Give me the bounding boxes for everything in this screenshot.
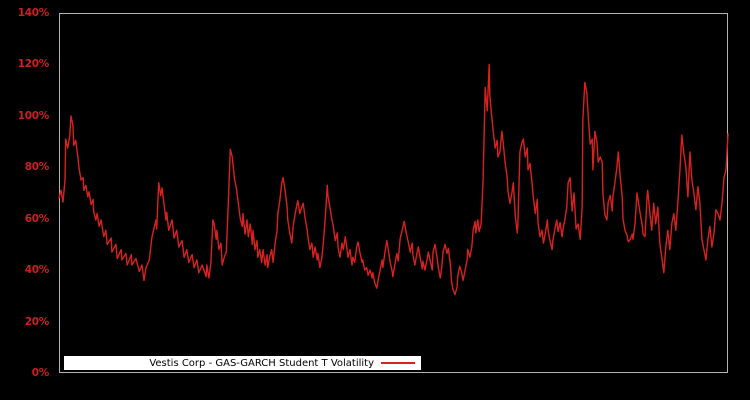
legend-line-icon bbox=[381, 362, 415, 364]
y-tick-label: 100% bbox=[17, 109, 50, 122]
volatility-line bbox=[58, 63, 729, 296]
y-tick-label: 140% bbox=[17, 7, 50, 19]
legend-box: Vestis Corp - GAS-GARCH Student T Volati… bbox=[64, 356, 421, 370]
y-tick-label: 40% bbox=[24, 264, 50, 277]
y-tick-label: 20% bbox=[24, 315, 50, 328]
y-tick-label: 0% bbox=[31, 367, 50, 379]
y-tick-label: 80% bbox=[24, 161, 50, 174]
legend-label: Vestis Corp - GAS-GARCH Student T Volati… bbox=[149, 357, 374, 369]
y-axis: 0% 20% 40% 60% 80% 100% 120% 140% bbox=[0, 0, 50, 400]
y-tick-label: 60% bbox=[24, 212, 50, 225]
plot-frame bbox=[59, 13, 728, 373]
y-tick-label: 120% bbox=[17, 58, 50, 71]
